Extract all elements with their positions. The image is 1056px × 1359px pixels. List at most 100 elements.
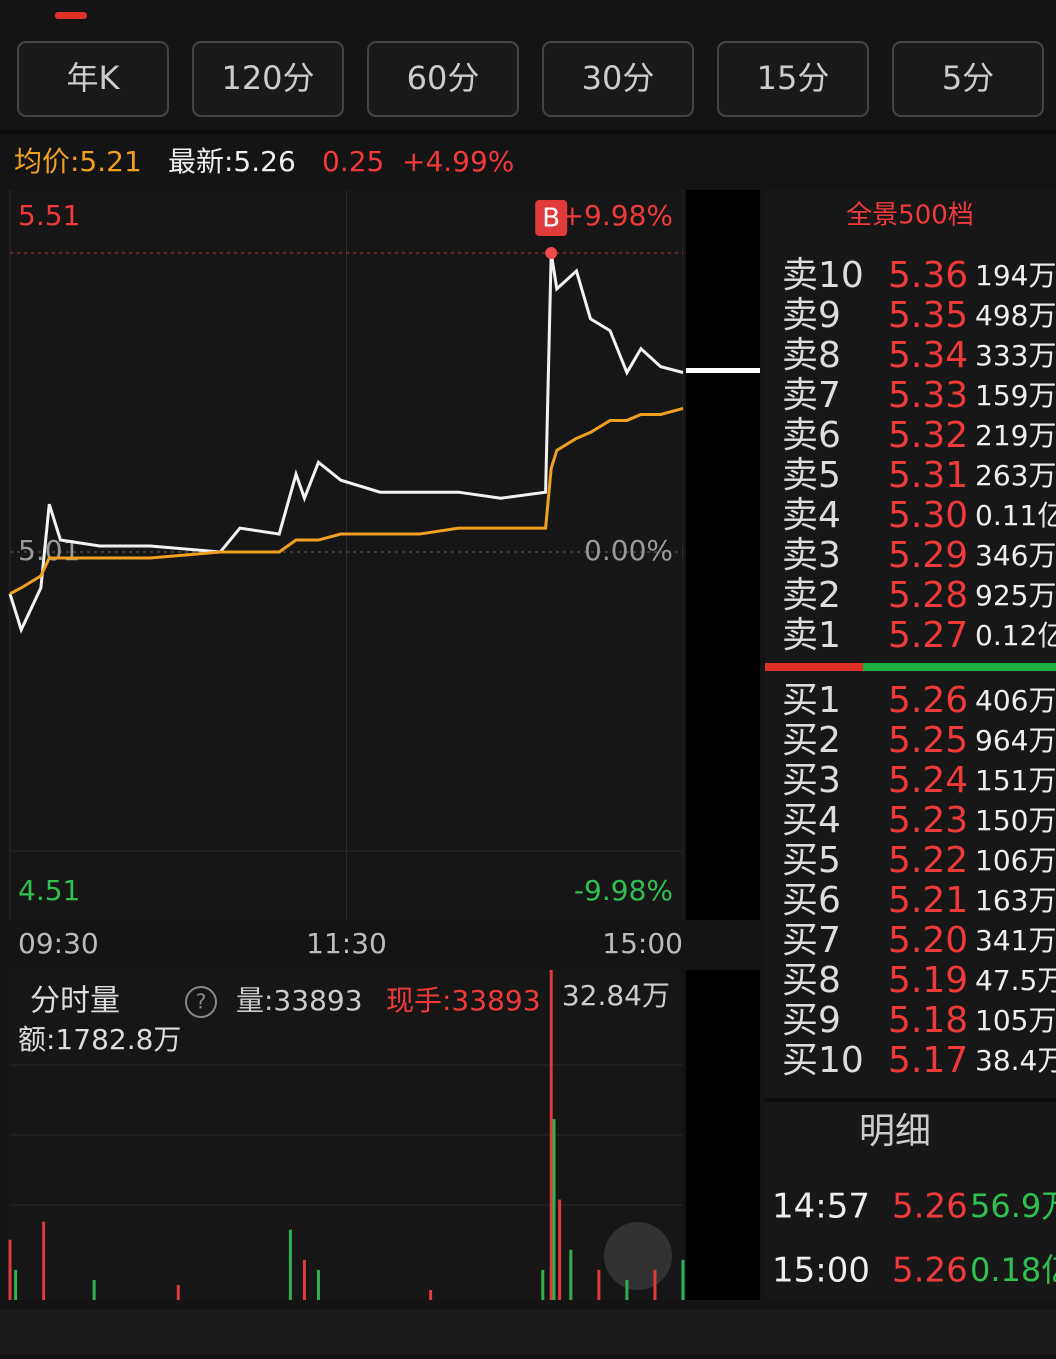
book-price: 5.35 bbox=[888, 295, 968, 336]
book-level: 买7 bbox=[782, 920, 841, 961]
ratio-green bbox=[863, 663, 1056, 671]
book-volume: 341万 bbox=[975, 924, 1056, 957]
book-price: 5.21 bbox=[888, 880, 968, 921]
tab-label[interactable]: 30分 bbox=[582, 59, 655, 97]
volume-bar bbox=[288, 1229, 292, 1300]
tab[interactable] bbox=[367, 41, 519, 117]
help-icon[interactable]: ? bbox=[196, 990, 207, 1014]
tab[interactable] bbox=[192, 41, 344, 117]
volume-bar bbox=[14, 1269, 18, 1300]
price-panel bbox=[8, 190, 683, 920]
book-price: 5.33 bbox=[888, 375, 968, 416]
x-tick-label: 11:30 bbox=[306, 927, 387, 960]
book-level: 卖10 bbox=[782, 255, 864, 296]
book-volume: 159万 bbox=[975, 379, 1056, 412]
side-line bbox=[686, 368, 760, 373]
book-volume: 47.5万 bbox=[975, 964, 1056, 997]
volume-bar bbox=[42, 1221, 46, 1300]
book-level: 买5 bbox=[782, 840, 841, 881]
avg-price: 均价:5.21 bbox=[14, 145, 142, 178]
y-tick-label: 4.51 bbox=[18, 874, 80, 907]
book-price: 5.19 bbox=[888, 960, 968, 1001]
latest-price: 最新:5.26 bbox=[168, 145, 296, 178]
book-title: 全景500档 bbox=[846, 201, 974, 231]
book-volume: 406万 bbox=[975, 684, 1056, 717]
volume-amount: 额:1782.8万 bbox=[18, 1023, 181, 1056]
book-price: 5.18 bbox=[888, 1000, 968, 1041]
book-level: 买2 bbox=[782, 720, 841, 761]
book-volume: 346万 bbox=[975, 539, 1056, 572]
book-level: 卖6 bbox=[782, 415, 841, 456]
book-price: 5.26 bbox=[888, 680, 968, 721]
book-price: 5.20 bbox=[888, 920, 968, 961]
tab-label[interactable]: 年K bbox=[67, 59, 121, 97]
tab[interactable] bbox=[17, 41, 169, 117]
volume-bar bbox=[653, 1269, 657, 1300]
book-price: 5.23 bbox=[888, 800, 968, 841]
divider bbox=[765, 1098, 1056, 1102]
y2-tick-label: +9.98% bbox=[561, 199, 673, 232]
footer bbox=[0, 1310, 1056, 1355]
book-price: 5.17 bbox=[888, 1040, 968, 1081]
volume-title[interactable]: 分时量 bbox=[30, 984, 120, 1019]
book-panel bbox=[765, 190, 1056, 1300]
book-volume: 0.11亿 bbox=[975, 499, 1056, 532]
marker: B bbox=[542, 204, 560, 234]
tab[interactable] bbox=[717, 41, 869, 117]
trade-price: 5.26 bbox=[892, 1251, 968, 1291]
y-tick-label: 5.01 bbox=[18, 534, 80, 567]
change-pct: +4.99% bbox=[402, 145, 514, 178]
book-level: 卖7 bbox=[782, 375, 841, 416]
book-level: 买3 bbox=[782, 760, 841, 801]
tab-label[interactable]: 5分 bbox=[942, 59, 994, 97]
book-volume: 263万 bbox=[975, 459, 1056, 492]
book-volume: 0.12亿 bbox=[975, 619, 1056, 652]
tab-label[interactable]: 15分 bbox=[757, 59, 830, 97]
book-level: 卖5 bbox=[782, 455, 841, 496]
fullscreen-button[interactable] bbox=[604, 1222, 672, 1290]
book-price: 5.28 bbox=[888, 575, 968, 616]
book-price: 5.30 bbox=[888, 495, 968, 536]
book-price: 5.27 bbox=[888, 615, 968, 656]
y2-tick-label: 0.00% bbox=[584, 534, 673, 567]
book-level: 买8 bbox=[782, 960, 841, 1001]
tab[interactable] bbox=[542, 41, 694, 117]
book-level: 卖1 bbox=[782, 615, 841, 656]
y2-tick-label: -9.98% bbox=[574, 874, 673, 907]
book-volume: 150万 bbox=[975, 804, 1056, 837]
volume-bar bbox=[541, 1269, 545, 1300]
y-tick-label: 5.51 bbox=[18, 199, 80, 232]
book-volume: 106万 bbox=[975, 844, 1056, 877]
volume-bar bbox=[681, 1259, 685, 1300]
volume-bar bbox=[176, 1284, 180, 1300]
detail-title[interactable]: 明细 bbox=[859, 1111, 931, 1152]
volume-bar bbox=[625, 1279, 629, 1300]
volume-bar bbox=[8, 1239, 12, 1300]
change: 0.25 bbox=[322, 145, 384, 178]
book-volume: 219万 bbox=[975, 419, 1056, 452]
tab-label[interactable]: 60分 bbox=[407, 59, 480, 97]
book-price: 5.25 bbox=[888, 720, 968, 761]
volume-bar bbox=[429, 1289, 433, 1300]
trade-volume: 56.9万 bbox=[970, 1187, 1056, 1225]
book-level: 买10 bbox=[782, 1040, 864, 1081]
book-volume: 194万 bbox=[975, 259, 1056, 292]
book-price: 5.34 bbox=[888, 335, 968, 376]
book-level: 卖2 bbox=[782, 575, 841, 616]
book-level: 卖3 bbox=[782, 535, 841, 576]
book-level: 买1 bbox=[782, 680, 841, 721]
divider bbox=[0, 130, 1056, 134]
book-price: 5.31 bbox=[888, 455, 968, 496]
book-price: 5.36 bbox=[888, 255, 968, 296]
help-icon[interactable] bbox=[185, 986, 217, 1018]
book-level: 买6 bbox=[782, 880, 841, 921]
book-level: 卖4 bbox=[782, 495, 841, 536]
volume-total: 量:33893 bbox=[236, 984, 363, 1017]
book-volume: 925万 bbox=[975, 579, 1056, 612]
volume-bar bbox=[316, 1269, 320, 1300]
volume-bar bbox=[552, 1119, 556, 1300]
volume-bar bbox=[558, 1199, 562, 1300]
tab-label[interactable]: 120分 bbox=[221, 59, 314, 97]
tab[interactable] bbox=[892, 41, 1044, 117]
